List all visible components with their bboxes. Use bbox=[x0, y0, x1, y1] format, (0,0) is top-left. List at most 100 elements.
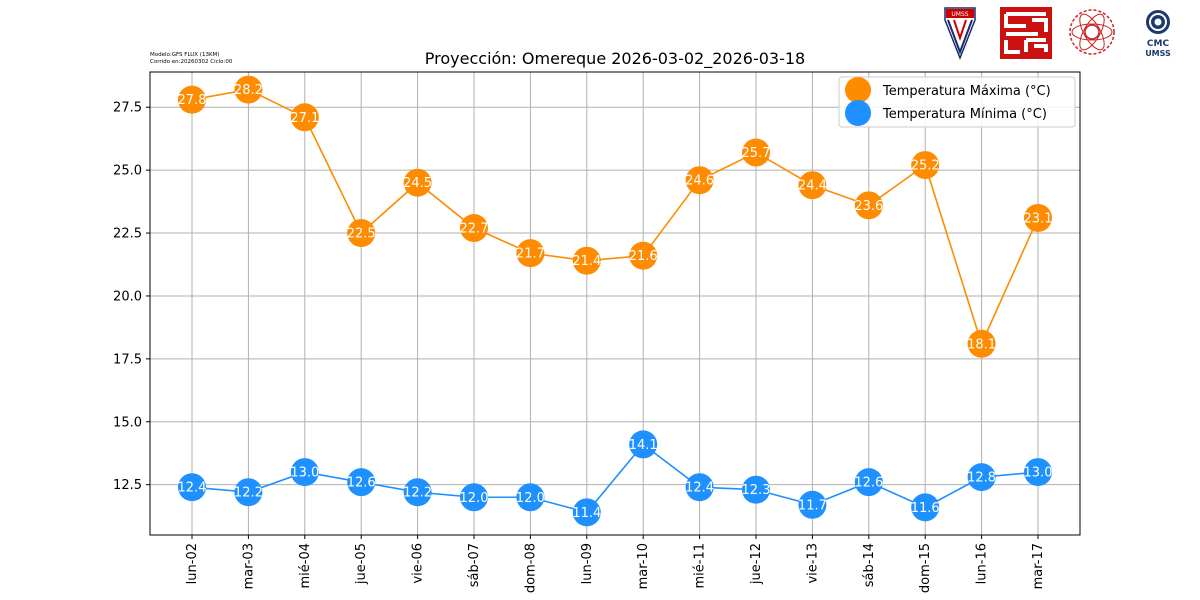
point-max bbox=[516, 239, 545, 268]
legend-marker-min bbox=[845, 100, 871, 126]
y-tick-label: 20.0 bbox=[113, 289, 142, 304]
data-label-max: 22.5 bbox=[347, 227, 376, 242]
data-label-max: 21.6 bbox=[629, 249, 658, 264]
point-min bbox=[911, 493, 940, 522]
point-min bbox=[516, 483, 545, 512]
data-label-min: 12.0 bbox=[516, 491, 545, 506]
data-label-min: 11.4 bbox=[572, 506, 601, 521]
point-max bbox=[798, 171, 827, 200]
series-line-max bbox=[191, 88, 1039, 347]
legend-marker-max bbox=[845, 77, 871, 103]
point-min bbox=[967, 463, 996, 492]
data-label-min: 11.7 bbox=[798, 498, 827, 513]
point-max bbox=[290, 103, 319, 132]
point-min bbox=[403, 478, 432, 507]
data-label-max: 27.1 bbox=[290, 111, 319, 126]
point-max bbox=[911, 151, 940, 180]
data-label-min: 12.2 bbox=[234, 486, 263, 501]
point-min bbox=[742, 475, 770, 504]
data-label-max: 21.4 bbox=[572, 254, 601, 269]
data-label-min: 12.8 bbox=[967, 471, 996, 486]
chart-title: Proyección: Omereque 2026-03-02_2026-03-… bbox=[425, 49, 805, 69]
point-min bbox=[460, 483, 488, 512]
point-min bbox=[178, 473, 206, 502]
y-tick-label: 12.5 bbox=[113, 478, 142, 493]
x-tick-label: dom-08 bbox=[523, 543, 538, 593]
data-label-min: 12.4 bbox=[685, 481, 714, 496]
data-label-max: 25.7 bbox=[742, 146, 771, 161]
point-max bbox=[460, 214, 488, 243]
fcyt-red-logo bbox=[1000, 7, 1052, 59]
series-layer: 27.8 28.2 27.1 22.5 24.5 22.7 21.7 21.4 21.6 24.6… bbox=[178, 75, 1053, 527]
x-tick-label: mar-03 bbox=[241, 543, 256, 589]
point-min bbox=[290, 458, 319, 487]
data-label-max: 24.6 bbox=[685, 174, 714, 189]
legend: Temperatura Máxima (°C) Temperatura Míni… bbox=[838, 76, 1076, 128]
point-min bbox=[798, 490, 827, 519]
x-tick-label: sáb-07 bbox=[467, 543, 482, 587]
data-label-max: 21.7 bbox=[516, 247, 545, 262]
data-label-max: 24.4 bbox=[798, 179, 827, 194]
x-tick-label: sáb-14 bbox=[862, 543, 877, 587]
y-tick-label: 15.0 bbox=[113, 415, 142, 430]
data-label-min: 12.6 bbox=[347, 476, 376, 491]
point-min bbox=[1024, 458, 1052, 487]
x-tick-label: dom-15 bbox=[918, 543, 933, 593]
data-label-max: 25.2 bbox=[911, 159, 940, 174]
point-max bbox=[234, 75, 263, 104]
data-label-min: 12.3 bbox=[742, 483, 771, 498]
cmc-logo-line2: UMSS bbox=[1145, 49, 1171, 58]
point-min bbox=[685, 473, 714, 502]
model-info: Modelo:GFS FLUX (13KM) Corrido en:202603… bbox=[150, 52, 232, 65]
x-tick-label: mar-10 bbox=[636, 543, 651, 589]
legend-label-min: Temperatura Mínima (°C) bbox=[882, 107, 1047, 122]
model-info-line1: Modelo:GFS FLUX (13KM) bbox=[150, 52, 220, 58]
data-label-max: 28.2 bbox=[234, 83, 263, 98]
x-tick-label: jue-12 bbox=[749, 543, 764, 585]
x-tick-label: lun-09 bbox=[580, 543, 595, 584]
point-max bbox=[572, 246, 601, 275]
point-max bbox=[967, 329, 996, 358]
data-label-max: 22.7 bbox=[460, 222, 489, 237]
data-label-max: 24.5 bbox=[403, 176, 432, 191]
y-tick-label: 27.5 bbox=[113, 101, 142, 116]
point-max bbox=[347, 219, 376, 248]
plot-area-frame bbox=[149, 71, 1081, 536]
data-label-min: 12.0 bbox=[460, 491, 489, 506]
point-min bbox=[234, 478, 263, 507]
series-line-min bbox=[191, 443, 1039, 514]
x-tick-label: mar-17 bbox=[1031, 543, 1046, 589]
data-label-max: 23.1 bbox=[1024, 211, 1053, 226]
x-tick-label: mié-04 bbox=[298, 543, 313, 589]
data-label-min: 13.0 bbox=[1024, 466, 1053, 481]
umss-logo-text: UMSS bbox=[951, 11, 968, 18]
axes-ticks: lun-02 mar-03 mié-04 jue-05 vie-06 sáb-07 dom-… bbox=[113, 101, 1046, 593]
y-tick-label: 25.0 bbox=[113, 164, 142, 179]
data-label-min: 12.2 bbox=[403, 486, 432, 501]
model-info-line2: Corrido en:20260302 Ciclo:00 bbox=[150, 58, 233, 65]
cmc-logo-line1: CMC bbox=[1147, 39, 1170, 49]
data-label-max: 23.6 bbox=[854, 199, 883, 214]
data-label-max: 27.8 bbox=[178, 93, 207, 108]
x-tick-label: lun-16 bbox=[975, 543, 990, 584]
point-max bbox=[403, 168, 432, 197]
y-tick-label: 17.5 bbox=[113, 352, 142, 367]
point-min bbox=[572, 498, 601, 527]
point-max bbox=[629, 241, 658, 270]
point-min bbox=[347, 468, 376, 497]
data-label-min: 12.6 bbox=[854, 476, 883, 491]
logo-bar: UMSS CMC UMSS bbox=[940, 6, 1190, 62]
point-max bbox=[742, 138, 770, 167]
legend-label-max: Temperatura Máxima (°C) bbox=[882, 84, 1051, 99]
x-tick-label: vie-13 bbox=[805, 543, 820, 584]
legend-box bbox=[838, 76, 1076, 128]
point-max bbox=[178, 85, 206, 114]
data-label-min: 14.1 bbox=[629, 438, 658, 453]
cmc-umss-logo: CMC UMSS bbox=[1145, 10, 1171, 58]
point-max bbox=[685, 166, 714, 195]
data-label-min: 11.6 bbox=[911, 501, 940, 516]
umss-shield-logo: UMSS bbox=[944, 7, 976, 60]
point-max bbox=[1024, 203, 1052, 232]
data-label-max: 18.1 bbox=[967, 337, 996, 352]
